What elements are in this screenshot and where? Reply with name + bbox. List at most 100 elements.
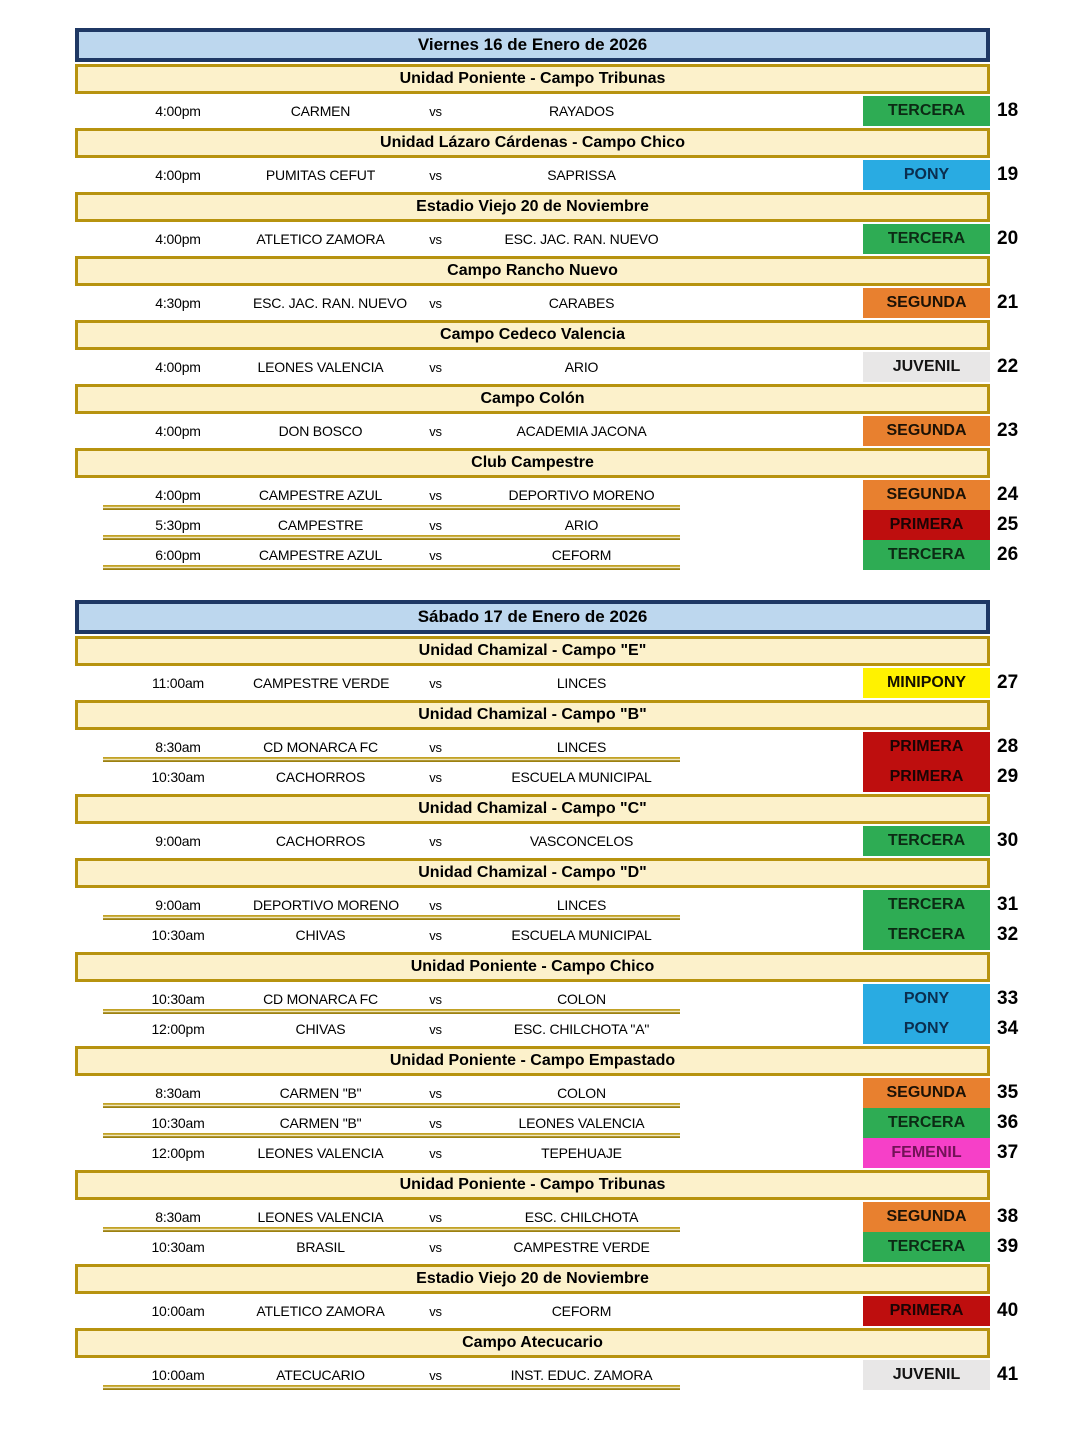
home-team: ATECUCARIO <box>276 1367 365 1383</box>
category-badge: SEGUNDA <box>863 1078 990 1108</box>
row-spacer <box>680 510 863 540</box>
away-team: ACADEMIA JACONA <box>516 423 647 439</box>
match-main: 4:30pm ESC. JAC. RAN. NUEVO vs CARABES <box>103 288 680 318</box>
away-team: ESC. CHILCHOTA <box>524 1209 639 1225</box>
row-spacer <box>680 288 863 318</box>
match-time: 8:30am <box>155 1085 201 1101</box>
home-team: DON BOSCO <box>278 423 363 439</box>
row-spacer <box>680 1296 863 1326</box>
vs-label: vs <box>429 359 442 375</box>
match-main: 4:00pm PUMITAS CEFUT vs SAPRISSA <box>103 160 680 190</box>
venue-header: Campo Colón <box>75 384 990 414</box>
match-time: 12:00pm <box>151 1145 205 1161</box>
match-main: 6:00pm CAMPESTRE AZUL vs CEFORM <box>103 540 680 570</box>
match-number: 38 <box>997 1206 1019 1227</box>
date-header-label: Viernes 16 de Enero de 2026 <box>417 35 648 54</box>
match-time: 9:00am <box>155 833 201 849</box>
row-spacer <box>680 1108 863 1138</box>
match-row: 9:00am CACHORROS vs VASCONCELOS TERCERA … <box>75 826 1035 856</box>
match-main: 4:00pm ATLETICO ZAMORA vs ESC. JAC. RAN.… <box>103 224 680 254</box>
match-number: 30 <box>997 830 1019 851</box>
away-team: SAPRISSA <box>547 167 616 183</box>
match-time: 11:00am <box>151 675 205 691</box>
venue-header-label: Campo Rancho Nuevo <box>447 262 618 279</box>
row-underline <box>103 1133 680 1138</box>
home-team: BRASIL <box>296 1239 345 1255</box>
match-number: 39 <box>997 1236 1019 1257</box>
row-spacer <box>680 224 863 254</box>
match-main: 10:30am CARMEN "B" vs LEONES VALENCIA <box>103 1108 680 1138</box>
away-team: COLON <box>557 1085 606 1101</box>
row-underline <box>103 915 680 920</box>
match-row: 12:00pm CHIVAS vs ESC. CHILCHOTA "A" PON… <box>75 1014 1035 1044</box>
row-spacer <box>680 1138 863 1168</box>
match-time: 8:30am <box>155 739 201 755</box>
match-main: 10:30am CACHORROS vs ESCUELA MUNICIPAL <box>103 762 680 792</box>
category-badge: PONY <box>863 984 990 1014</box>
venue-header-label: Unidad Lázaro Cárdenas - Campo Chico <box>380 134 685 151</box>
away-team: LEONES VALENCIA <box>518 1115 645 1131</box>
row-spacer <box>680 1202 863 1232</box>
venue-header: Unidad Poniente - Campo Tribunas <box>75 64 990 94</box>
venue-header: Estadio Viejo 20 de Noviembre <box>75 192 990 222</box>
row-underline <box>103 1385 680 1390</box>
match-number: 20 <box>997 228 1019 249</box>
category-badge: SEGUNDA <box>863 1202 990 1232</box>
match-time: 4:00pm <box>155 167 201 183</box>
day-section: Viernes 16 de Enero de 2026 Unidad Ponie… <box>75 28 1035 570</box>
match-number: 21 <box>997 292 1019 313</box>
match-row: 10:30am CHIVAS vs ESCUELA MUNICIPAL TERC… <box>75 920 1035 950</box>
match-time: 4:30pm <box>155 295 201 311</box>
vs-label: vs <box>429 1085 442 1101</box>
home-team: CARMEN "B" <box>279 1115 362 1131</box>
match-main: 8:30am LEONES VALENCIA vs ESC. CHILCHOTA <box>103 1202 680 1232</box>
vs-label: vs <box>429 1367 442 1383</box>
match-main: 8:30am CARMEN "B" vs COLON <box>103 1078 680 1108</box>
match-main: 12:00pm CHIVAS vs ESC. CHILCHOTA "A" <box>103 1014 680 1044</box>
match-time: 4:00pm <box>155 487 201 503</box>
vs-label: vs <box>429 739 442 755</box>
home-team: ATLETICO ZAMORA <box>256 1303 385 1319</box>
home-team: LEONES VALENCIA <box>257 1209 384 1225</box>
home-team: PUMITAS CEFUT <box>265 167 376 183</box>
match-time: 10:00am <box>151 1367 205 1383</box>
row-underline <box>103 1103 680 1108</box>
row-spacer <box>680 732 863 762</box>
vs-label: vs <box>429 769 442 785</box>
vs-label: vs <box>429 231 442 247</box>
match-row: 8:30am LEONES VALENCIA vs ESC. CHILCHOTA… <box>75 1202 1035 1232</box>
match-main: 4:00pm CARMEN vs RAYADOS <box>103 96 680 126</box>
vs-label: vs <box>429 103 442 119</box>
venue-header: Unidad Poniente - Campo Chico <box>75 952 990 982</box>
vs-label: vs <box>429 1021 442 1037</box>
vs-label: vs <box>429 1145 442 1161</box>
category-badge: TERCERA <box>863 540 990 570</box>
match-row: 4:00pm ATLETICO ZAMORA vs ESC. JAC. RAN.… <box>75 224 1035 254</box>
venue-header: Club Campestre <box>75 448 990 478</box>
match-main: 10:30am BRASIL vs CAMPESTRE VERDE <box>103 1232 680 1262</box>
day-section: Sábado 17 de Enero de 2026 Unidad Chamiz… <box>75 600 1035 1390</box>
category-badge: FEMENIL <box>863 1138 990 1168</box>
match-main: 10:00am ATECUCARIO vs INST. EDUC. ZAMORA <box>103 1360 680 1390</box>
home-team: CARMEN <box>290 103 351 119</box>
vs-label: vs <box>429 1209 442 1225</box>
home-team: ATLETICO ZAMORA <box>256 231 385 247</box>
match-number: 25 <box>997 514 1019 535</box>
row-spacer <box>680 890 863 920</box>
match-number: 27 <box>997 672 1019 693</box>
match-number: 22 <box>997 356 1019 377</box>
match-row: 9:00am DEPORTIVO MORENO vs LINCES TERCER… <box>75 890 1035 920</box>
match-row: 10:30am CARMEN "B" vs LEONES VALENCIA TE… <box>75 1108 1035 1138</box>
row-spacer <box>680 480 863 510</box>
match-number: 29 <box>997 766 1019 787</box>
away-team: ARIO <box>564 517 599 533</box>
match-main: 4:00pm LEONES VALENCIA vs ARIO <box>103 352 680 382</box>
match-number: 33 <box>997 988 1019 1009</box>
category-badge: TERCERA <box>863 1232 990 1262</box>
match-main: 8:30am CD MONARCA FC vs LINCES <box>103 732 680 762</box>
away-team: CEFORM <box>551 1303 612 1319</box>
date-header-label: Sábado 17 de Enero de 2026 <box>417 607 648 626</box>
venue-header: Estadio Viejo 20 de Noviembre <box>75 1264 990 1294</box>
match-row: 6:00pm CAMPESTRE AZUL vs CEFORM TERCERA … <box>75 540 1035 570</box>
